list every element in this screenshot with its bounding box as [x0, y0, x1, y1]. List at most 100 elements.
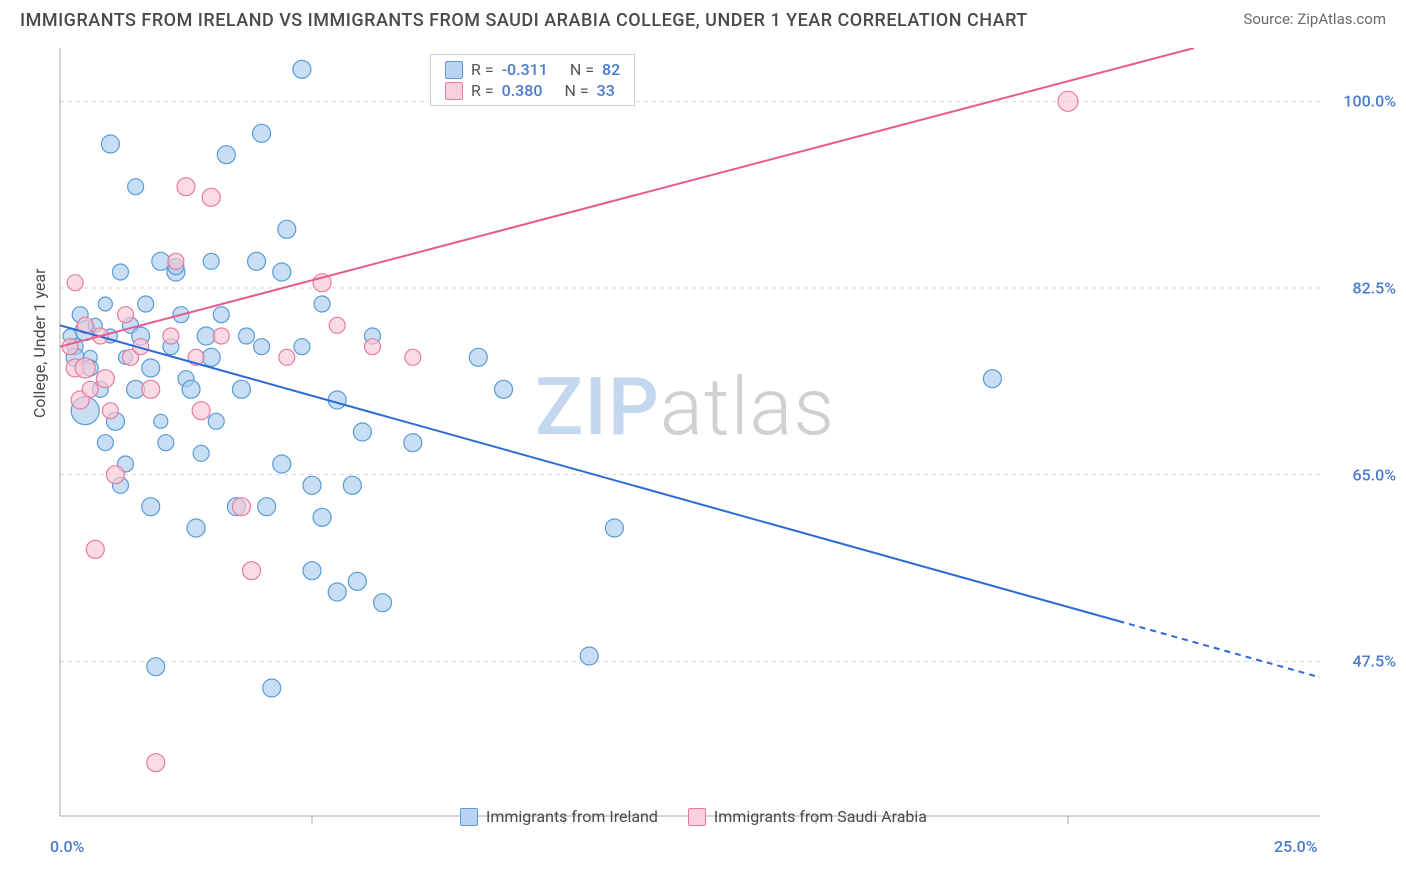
y-tick-label: 82.5% [1352, 279, 1396, 298]
scatter-plot-svg [50, 48, 1320, 828]
r-label: R = [471, 81, 494, 100]
correlation-stats-box: R = -0.311 N = 82 R = 0.380 N = 33 [430, 54, 635, 106]
data-point-ireland [258, 498, 276, 516]
data-point-saudi [1058, 91, 1078, 111]
data-point-saudi [82, 381, 98, 397]
data-point-saudi [62, 339, 78, 355]
data-point-ireland [142, 359, 160, 377]
data-point-ireland [248, 252, 266, 270]
source-name: ZipAtlas.com [1297, 10, 1386, 28]
data-point-ireland [182, 380, 200, 398]
data-point-ireland [580, 647, 598, 665]
data-point-ireland [142, 498, 160, 516]
data-point-ireland [101, 135, 119, 153]
data-point-ireland [303, 562, 321, 580]
regression-line-ireland-dash [1118, 621, 1320, 677]
chart-header: IMMIGRANTS FROM IRELAND VS IMMIGRANTS FR… [0, 0, 1406, 37]
data-point-ireland [208, 413, 224, 429]
r-value: 0.380 [502, 81, 543, 100]
legend-item-ireland: Immigrants from Ireland [460, 807, 658, 826]
data-point-saudi [102, 403, 118, 419]
swatch-saudi-icon [445, 82, 463, 100]
data-point-ireland [152, 252, 170, 270]
data-point-ireland [217, 146, 235, 164]
data-point-ireland [495, 380, 513, 398]
data-point-saudi [177, 178, 195, 196]
data-point-saudi [192, 402, 210, 420]
legend-item-saudi: Immigrants from Saudi Arabia [688, 807, 927, 826]
x-tick-label: 25.0% [1274, 837, 1318, 856]
data-point-ireland [273, 455, 291, 473]
n-label: N = [564, 81, 588, 100]
n-label: N = [570, 60, 594, 79]
data-point-ireland [303, 476, 321, 494]
data-point-saudi [163, 328, 179, 344]
data-point-ireland [254, 339, 270, 355]
data-point-saudi [279, 349, 295, 365]
legend-label: Immigrants from Ireland [486, 807, 658, 826]
chart-title: IMMIGRANTS FROM IRELAND VS IMMIGRANTS FR… [20, 10, 1028, 31]
bottom-legend: Immigrants from Ireland Immigrants from S… [460, 807, 927, 826]
source-label: Source: [1243, 10, 1297, 28]
data-point-ireland [193, 445, 209, 461]
data-point-ireland [404, 434, 422, 452]
data-point-ireland [348, 572, 366, 590]
data-point-ireland [273, 263, 291, 281]
data-point-ireland [374, 594, 392, 612]
regression-line-ireland [60, 325, 1118, 621]
data-point-saudi [213, 328, 229, 344]
data-point-ireland [147, 658, 165, 676]
y-tick-label: 47.5% [1352, 652, 1396, 671]
data-point-ireland [353, 423, 371, 441]
data-point-ireland [202, 348, 220, 366]
data-point-ireland [128, 179, 144, 195]
stats-row-saudi: R = 0.380 N = 33 [445, 80, 620, 101]
data-point-ireland [278, 220, 296, 238]
data-point-ireland [469, 348, 487, 366]
data-point-ireland [263, 679, 281, 697]
legend-swatch-ireland-icon [460, 808, 478, 826]
y-axis-label: College, Under 1 year [30, 268, 49, 418]
data-point-saudi [142, 380, 160, 398]
stats-row-ireland: R = -0.311 N = 82 [445, 59, 620, 80]
data-point-saudi [329, 317, 345, 333]
data-point-ireland [97, 435, 113, 451]
source-attribution: Source: ZipAtlas.com [1243, 10, 1386, 28]
data-point-ireland [238, 328, 254, 344]
n-value: 82 [602, 60, 620, 79]
data-point-saudi [67, 275, 83, 291]
data-point-ireland [313, 508, 331, 526]
x-tick-label: 0.0% [50, 837, 84, 856]
y-tick-label: 100.0% [1343, 92, 1396, 111]
data-point-saudi [75, 358, 95, 378]
r-label: R = [471, 60, 494, 79]
data-point-saudi [147, 754, 165, 772]
r-value: -0.311 [502, 60, 548, 79]
data-point-ireland [983, 370, 1001, 388]
data-point-ireland [232, 380, 250, 398]
data-point-saudi [168, 253, 184, 269]
data-point-ireland [98, 297, 112, 311]
legend-label: Immigrants from Saudi Arabia [714, 807, 927, 826]
y-tick-label: 65.0% [1352, 465, 1396, 484]
data-point-saudi [232, 498, 250, 516]
chart-container: College, Under 1 year ZIPatlas R = -0.31… [50, 48, 1320, 828]
data-point-ireland [253, 124, 271, 142]
data-point-ireland [112, 264, 128, 280]
data-point-ireland [154, 414, 168, 428]
data-point-ireland [213, 307, 229, 323]
data-point-ireland [203, 253, 219, 269]
data-point-saudi [118, 307, 134, 323]
data-point-saudi [405, 349, 421, 365]
data-point-saudi [96, 370, 114, 388]
data-point-ireland [158, 435, 174, 451]
data-point-ireland [343, 476, 361, 494]
data-point-ireland [187, 519, 205, 537]
data-point-saudi [243, 562, 261, 580]
swatch-ireland-icon [445, 61, 463, 79]
data-point-ireland [294, 339, 310, 355]
data-point-saudi [202, 188, 220, 206]
data-point-saudi [106, 466, 124, 484]
n-value: 33 [597, 81, 615, 100]
data-point-ireland [197, 327, 215, 345]
